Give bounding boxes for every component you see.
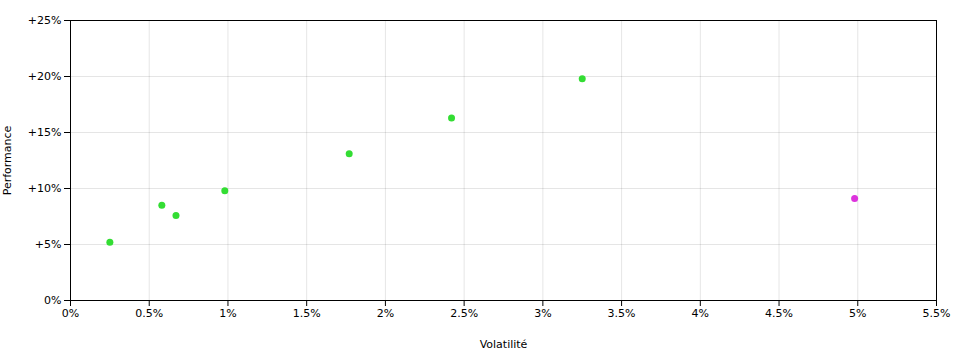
svg-text:1.5%: 1.5% (293, 307, 321, 320)
svg-text:1%: 1% (219, 307, 236, 320)
svg-text:5%: 5% (849, 307, 866, 320)
svg-text:4.5%: 4.5% (765, 307, 793, 320)
svg-text:0.5%: 0.5% (135, 307, 163, 320)
svg-text:+25%: +25% (28, 14, 62, 27)
svg-text:+20%: +20% (28, 70, 62, 83)
svg-text:+5%: +5% (35, 238, 62, 251)
svg-text:0%: 0% (44, 294, 61, 307)
svg-text:Volatilité: Volatilité (480, 338, 528, 350)
svg-text:+10%: +10% (28, 182, 62, 195)
svg-text:Performance: Performance (1, 125, 14, 195)
svg-text:3.5%: 3.5% (608, 307, 636, 320)
svg-text:5.5%: 5.5% (923, 307, 951, 320)
svg-text:4%: 4% (692, 307, 709, 320)
svg-text:2%: 2% (377, 307, 394, 320)
svg-text:2.5%: 2.5% (450, 307, 478, 320)
svg-text:+15%: +15% (28, 126, 62, 139)
svg-text:3%: 3% (534, 307, 551, 320)
svg-text:0%: 0% (62, 307, 79, 320)
